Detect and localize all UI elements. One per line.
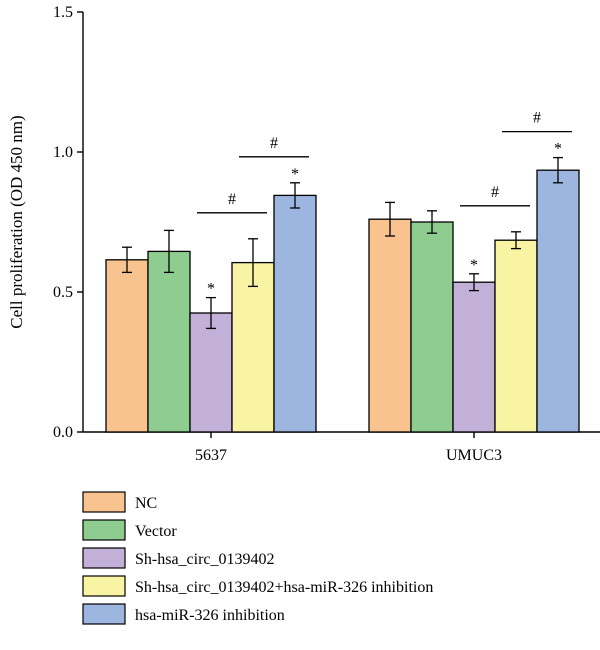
bars-group [105, 156, 580, 433]
legend-swatch [82, 575, 126, 597]
significance-star: * [554, 141, 562, 158]
legend-swatch [82, 519, 126, 541]
y-tick-label: 1.0 [53, 144, 73, 161]
legend-label: Sh-hsa_circ_0139402 [135, 551, 275, 568]
legend: NC Vector Sh-hsa_circ_0139402 Sh-hsa_circ_0… [82, 491, 433, 625]
legend-label: Vector [135, 523, 177, 540]
bar [273, 194, 317, 433]
bar [368, 218, 412, 433]
significance-hash: # [228, 191, 236, 208]
significance-hash: # [491, 184, 499, 201]
bar [410, 221, 454, 433]
significance-hash: # [270, 135, 278, 152]
significance-star: * [470, 257, 478, 274]
y-tick-label: 1.5 [53, 4, 73, 21]
significance-star: * [207, 281, 215, 298]
legend-label: hsa-miR-326 inhibition [135, 607, 285, 624]
bar [494, 239, 538, 433]
x-axis: 5637 UMUC3 [83, 431, 600, 464]
bar [189, 312, 233, 433]
y-tick-label: 0.0 [53, 424, 73, 441]
bar [452, 281, 496, 433]
bar [147, 250, 191, 433]
legend-swatch [82, 547, 126, 569]
significance-star: * [291, 166, 299, 183]
y-axis-label: Cell proliferation (OD 450 nm) [7, 115, 26, 328]
legend-swatch [82, 603, 126, 625]
y-axis: 0.0 0.5 1.0 1.5 [53, 4, 84, 441]
x-tick-label: UMUC3 [446, 447, 502, 464]
bar [105, 259, 149, 433]
bar [536, 169, 580, 433]
legend-swatch [82, 491, 126, 513]
significance-hash: # [533, 110, 541, 127]
x-tick-label: 5637 [195, 447, 227, 464]
significance-annotations: * * * * # # # # [197, 110, 572, 298]
legend-label: Sh-hsa_circ_0139402+hsa-miR-326 inhibiti… [135, 579, 433, 596]
legend-label: NC [135, 495, 157, 512]
y-tick-label: 0.5 [53, 284, 73, 301]
bar [231, 261, 275, 433]
